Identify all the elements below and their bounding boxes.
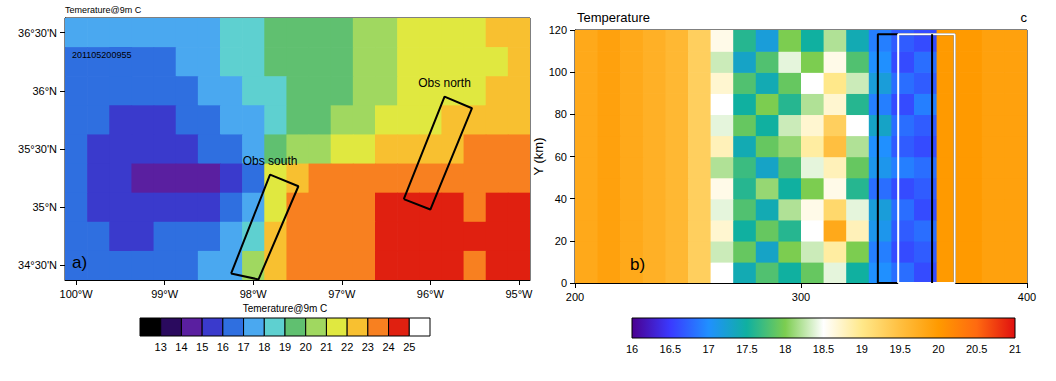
svg-text:c: c bbox=[1021, 10, 1028, 25]
svg-text:0: 0 bbox=[561, 277, 567, 289]
svg-text:19: 19 bbox=[279, 341, 291, 353]
svg-text:98°W: 98°W bbox=[240, 288, 268, 300]
svg-text:16: 16 bbox=[626, 343, 638, 355]
svg-text:22: 22 bbox=[341, 341, 353, 353]
svg-text:17: 17 bbox=[702, 343, 714, 355]
svg-text:400: 400 bbox=[1018, 291, 1036, 303]
svg-text:14: 14 bbox=[175, 341, 187, 353]
svg-text:80: 80 bbox=[555, 108, 567, 120]
svg-text:Temerature@9m C: Temerature@9m C bbox=[65, 5, 142, 15]
svg-text:95°W: 95°W bbox=[505, 288, 533, 300]
svg-text:19: 19 bbox=[856, 343, 868, 355]
svg-text:35°N: 35°N bbox=[32, 201, 57, 213]
svg-text:24: 24 bbox=[382, 341, 394, 353]
svg-text:25: 25 bbox=[403, 341, 415, 353]
svg-text:13: 13 bbox=[155, 341, 167, 353]
svg-text:a): a) bbox=[72, 253, 87, 272]
svg-text:18: 18 bbox=[258, 341, 270, 353]
svg-text:16: 16 bbox=[217, 341, 229, 353]
svg-text:15: 15 bbox=[196, 341, 208, 353]
svg-text:20: 20 bbox=[932, 343, 944, 355]
svg-text:36°30'N: 36°30'N bbox=[18, 27, 57, 39]
svg-text:20: 20 bbox=[300, 341, 312, 353]
svg-text:b): b) bbox=[630, 255, 645, 274]
svg-text:97°W: 97°W bbox=[328, 288, 356, 300]
svg-text:Y (km): Y (km) bbox=[531, 137, 546, 175]
svg-text:21: 21 bbox=[320, 341, 332, 353]
svg-text:300: 300 bbox=[792, 291, 810, 303]
svg-text:100°W: 100°W bbox=[60, 288, 94, 300]
svg-text:17.5: 17.5 bbox=[736, 343, 757, 355]
svg-text:Obs north: Obs north bbox=[418, 76, 471, 90]
svg-text:17: 17 bbox=[237, 341, 249, 353]
svg-text:200: 200 bbox=[566, 291, 584, 303]
svg-text:18.5: 18.5 bbox=[813, 343, 834, 355]
svg-text:16.5: 16.5 bbox=[660, 343, 681, 355]
svg-text:99°W: 99°W bbox=[151, 288, 179, 300]
svg-text:18: 18 bbox=[779, 343, 791, 355]
svg-text:Obs south: Obs south bbox=[243, 154, 298, 168]
svg-text:60: 60 bbox=[555, 151, 567, 163]
svg-text:96°W: 96°W bbox=[417, 288, 445, 300]
svg-text:Temperature: Temperature bbox=[577, 10, 650, 25]
svg-text:120: 120 bbox=[549, 24, 567, 36]
svg-text:100: 100 bbox=[549, 66, 567, 78]
svg-text:36°N: 36°N bbox=[32, 85, 57, 97]
svg-text:20: 20 bbox=[555, 235, 567, 247]
svg-text:23: 23 bbox=[362, 341, 374, 353]
svg-text:21: 21 bbox=[1009, 343, 1021, 355]
svg-text:19.5: 19.5 bbox=[889, 343, 910, 355]
svg-text:34°30'N: 34°30'N bbox=[18, 259, 57, 271]
svg-text:201105200955: 201105200955 bbox=[72, 50, 131, 60]
svg-text:35°30'N: 35°30'N bbox=[18, 143, 57, 155]
svg-text:40: 40 bbox=[555, 193, 567, 205]
svg-text:20.5: 20.5 bbox=[966, 343, 987, 355]
svg-text:Temerature@9m C: Temerature@9m C bbox=[243, 303, 328, 314]
